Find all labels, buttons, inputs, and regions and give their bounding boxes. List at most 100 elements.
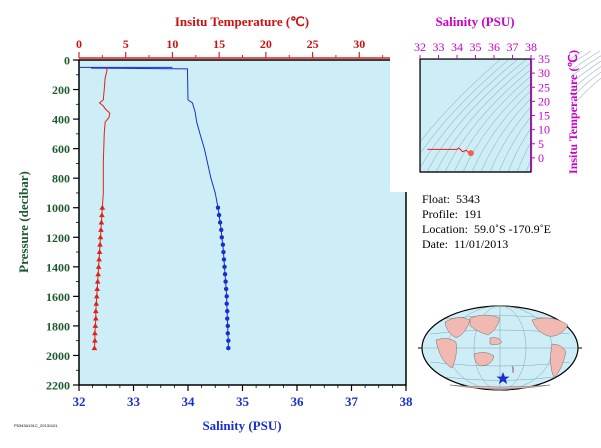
float-label: Float: [422,192,451,206]
ts-contour-9 [480,50,592,173]
world-map [418,305,582,391]
ts-temperature-tick-label-1: 5 [538,137,544,151]
salinity-marker-9 [222,272,228,277]
temperature-marker-16 [92,322,99,328]
salinity-marker-5 [220,242,226,247]
salinity-tick-label-4: 36 [291,394,305,409]
salinity-marker-10 [223,279,228,284]
temperature-line [93,67,111,349]
salinity-marker-17 [225,331,230,336]
ts-temperature-tick-label-6: 30 [538,66,550,80]
temperature-tick-label-4: 20 [260,37,272,51]
salinity-tick-label-3: 35 [236,394,250,409]
salinity-marker-7 [221,257,227,262]
location-label: Location: [422,222,468,236]
temperature-marker-17 [92,330,98,336]
temperature-marker-13 [93,300,100,306]
footer-code: P5343A191C_20131101 [14,423,58,428]
salinity-marker-12 [224,294,229,299]
salinity-marker-11 [223,286,229,292]
salinity-tick-label-2: 34 [182,394,196,409]
temperature-marker-19 [91,345,98,351]
pressure-tick-label-5: 1000 [46,201,70,215]
pressure-tick-label-9: 1800 [46,319,70,333]
temperature-marker-18 [92,337,98,343]
ts-salinity-axis-title: Salinity (PSU) [435,14,514,29]
profile-row: Profile: 191 [422,207,551,222]
profile-value: 191 [464,207,482,221]
pressure-axis-title: Pressure (decibar) [16,171,31,273]
date-row: Date: 11/01/2013 [422,237,551,252]
float-location-marker [496,372,510,384]
salinity-tick-label-0: 32 [73,394,86,409]
temperature-marker-4 [97,234,104,240]
salinity-axis-title: Salinity (PSU) [202,418,281,433]
temperature-marker-14 [93,308,99,314]
temperature-marker-12 [93,293,100,299]
temperature-marker-8 [95,263,102,269]
ts-salinity-tick-label-2: 34 [451,40,463,54]
ts-temperature-tick-label-3: 15 [538,109,550,123]
ts-temperature-tick-label-2: 10 [538,123,550,137]
date-label: Date: [422,237,448,251]
salinity-marker-6 [221,249,226,255]
ts-temperature-axis-title: Insitu Temperature (℃) [566,50,580,174]
salinity-tick-label-6: 38 [400,394,414,409]
ts-salinity-tick-label-4: 36 [488,40,500,54]
temperature-marker-2 [98,219,105,225]
temperature-marker-9 [95,271,101,277]
temperature-tick-label-2: 10 [166,37,178,51]
temperature-tick-label-0: 0 [76,37,82,51]
float-id-row: Float: 5343 [422,192,551,207]
pressure-tick-label-10: 2000 [46,349,70,363]
ts-temperature-tick-label-0: 0 [538,151,544,165]
ts-salinity-tick-label-3: 35 [470,40,482,54]
salinity-axis-ticks: 32 33 34 35 36 37 38 [73,385,414,409]
temperature-marker-7 [96,256,102,262]
salinity-marker-13 [224,301,229,306]
pressure-tick-label-7: 1400 [46,260,70,274]
temperature-tick-label-6: 30 [353,37,365,51]
ts-salinity-tick-label-1: 33 [433,40,445,54]
map-landmasses [435,314,569,390]
date-value: 11/01/2013 [454,237,509,251]
temperature-tick-label-3: 15 [213,37,225,51]
temperature-marker-0 [99,204,106,210]
ts-contour-4 [435,50,547,173]
salinity-marker-3 [219,227,224,233]
salinity-tick-label-5: 37 [345,394,359,409]
profile-plot-area [78,59,407,386]
pressure-tick-label-2: 400 [52,113,70,127]
salinity-marker-16 [225,323,230,329]
temperature-marker-10 [94,278,101,284]
ts-contour-3 [426,50,538,173]
ts-salinity-tick-label-6: 38 [525,40,537,54]
temperature-axis-title: Insitu Temperature (℃) [175,14,309,29]
pressure-tick-label-8: 1600 [46,290,70,304]
salinity-marker-1 [216,212,222,218]
ts-contour-mask-right [531,39,571,192]
pressure-tick-label-0: 0 [64,54,70,68]
ts-trace-end-marker [467,150,474,157]
salinity-marker-18 [226,338,231,343]
location-value: 59.0˚S -170.9˚E [473,222,551,236]
ts-trace [427,147,474,157]
ts-temperature-tick-label-7: 35 [538,52,550,66]
ts-salinity-tick-label-5: 37 [507,40,519,54]
salinity-marker-8 [222,264,227,270]
ts-contour-2 [417,50,529,173]
salinity-marker-0 [215,205,221,210]
profile-label: Profile: [422,207,458,221]
salinity-marker-15 [225,316,230,321]
pressure-tick-label-4: 800 [52,172,70,186]
temperature-marker-3 [98,226,104,232]
temperature-marker-6 [96,249,103,255]
pressure-axis-ticks: 0 200 400 600 800 1000 1200 1400 1600 1800 2000 220… [46,54,79,393]
temperature-marker-5 [97,241,103,247]
temperature-tick-label-1: 5 [123,37,129,51]
pressure-tick-label-11: 2200 [46,379,70,393]
